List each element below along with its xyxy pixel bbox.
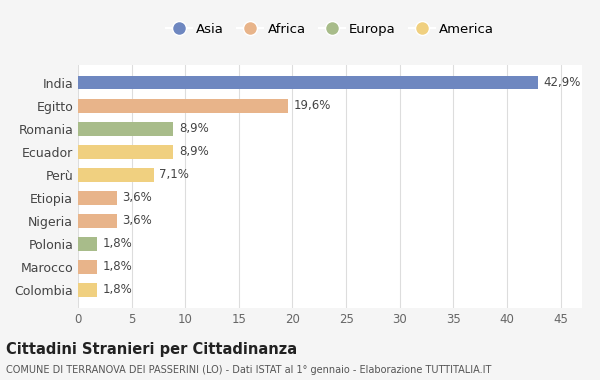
Bar xyxy=(78,76,538,89)
Text: 3,6%: 3,6% xyxy=(122,214,152,227)
Text: 3,6%: 3,6% xyxy=(122,191,152,204)
Text: 1,8%: 1,8% xyxy=(103,260,133,273)
Bar xyxy=(78,237,97,251)
Bar xyxy=(78,99,288,112)
Bar xyxy=(78,145,173,158)
Legend: Asia, Africa, Europa, America: Asia, Africa, Europa, America xyxy=(160,18,500,41)
Bar xyxy=(78,168,154,182)
Bar xyxy=(78,191,116,204)
Text: 1,8%: 1,8% xyxy=(103,283,133,296)
Bar xyxy=(78,214,116,228)
Bar xyxy=(78,122,173,136)
Text: 1,8%: 1,8% xyxy=(103,237,133,250)
Text: 42,9%: 42,9% xyxy=(544,76,581,89)
Text: 7,1%: 7,1% xyxy=(160,168,190,181)
Text: Cittadini Stranieri per Cittadinanza: Cittadini Stranieri per Cittadinanza xyxy=(6,342,297,357)
Text: 8,9%: 8,9% xyxy=(179,145,209,158)
Text: 19,6%: 19,6% xyxy=(293,99,331,112)
Text: 8,9%: 8,9% xyxy=(179,122,209,135)
Text: COMUNE DI TERRANOVA DEI PASSERINI (LO) - Dati ISTAT al 1° gennaio - Elaborazione: COMUNE DI TERRANOVA DEI PASSERINI (LO) -… xyxy=(6,365,491,375)
Bar xyxy=(78,283,97,297)
Bar xyxy=(78,260,97,274)
